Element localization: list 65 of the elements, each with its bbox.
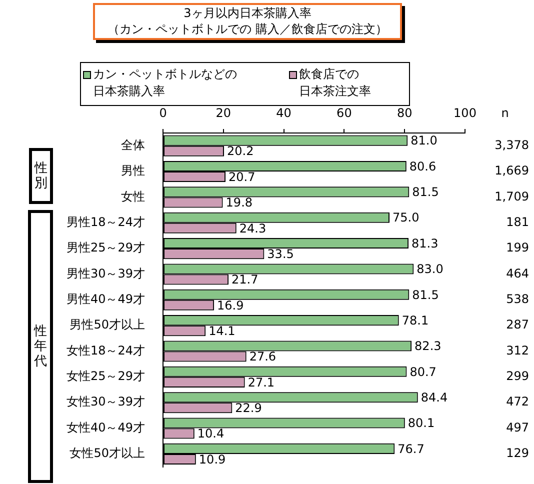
chart-title: 3ヶ月以内日本茶購入率 <box>182 5 312 21</box>
text: 1,669 <box>494 164 529 178</box>
x-tick-label: 20 <box>216 106 232 120</box>
x-tick-label: 100 <box>454 106 476 120</box>
text: 性別 <box>34 161 48 191</box>
text: 472 <box>506 394 529 409</box>
data-label: 14.1 <box>208 324 236 338</box>
text: 性年代 <box>34 324 47 369</box>
text: 3,378 <box>494 138 529 152</box>
data-label: 81.0 <box>410 134 438 148</box>
text: 464 <box>506 266 529 280</box>
y-tick-label: 男性18～24才 <box>66 214 145 229</box>
chart-subtitle: （カン・ペットボトルでの 購入／飲食店での注文） <box>106 21 388 37</box>
data-label: 27.6 <box>249 350 276 364</box>
data-label: 81.5 <box>412 185 439 200</box>
data-label: 20.7 <box>228 170 256 184</box>
text: 497 <box>506 420 529 434</box>
text: n <box>501 106 509 120</box>
y-tick-label: 男性50才以上 <box>70 318 145 332</box>
data-label: 84.4 <box>420 390 448 404</box>
data-label: 80.1 <box>408 416 435 430</box>
data-label: 24.3 <box>239 221 266 236</box>
data-label: 80.6 <box>409 159 436 174</box>
y-tick-label: 男性40～49才 <box>66 292 145 306</box>
y-tick-label: 男性30～39才 <box>66 266 145 280</box>
x-tick-label: 0 <box>159 106 167 120</box>
y-tick-label: 女性50才以上 <box>70 446 145 460</box>
y-tick-label: 男性 <box>121 164 145 178</box>
data-label: 76.7 <box>398 442 424 456</box>
legend-label: 飲食店での日本茶注文率 <box>299 66 371 100</box>
y-tick-label: 男性25～29才 <box>66 240 145 255</box>
text: 199 <box>506 240 529 255</box>
data-label: 83.0 <box>416 262 444 276</box>
y-tick-label: 女性 <box>121 189 145 204</box>
text: 538 <box>506 292 529 306</box>
data-label: 20.2 <box>227 144 254 158</box>
data-label: 33.5 <box>267 246 294 261</box>
data-label: 78.1 <box>402 313 429 328</box>
x-tick-label: 80 <box>396 106 412 120</box>
text: 287 <box>506 318 529 332</box>
text: 129 <box>506 446 529 460</box>
text: 312 <box>506 343 529 358</box>
y-tick-label: 全体 <box>121 138 145 152</box>
text: 1,709 <box>494 189 529 204</box>
data-label: 22.9 <box>235 400 262 415</box>
x-tick-label: 40 <box>276 106 292 120</box>
data-label: 82.3 <box>414 339 442 354</box>
y-tick-label: 女性30～39才 <box>66 394 145 409</box>
text: 299 <box>506 369 529 384</box>
y-tick-label: 女性18～24才 <box>66 343 145 358</box>
y-tick-label: 女性25～29才 <box>66 369 145 384</box>
data-label: 81.5 <box>412 288 439 302</box>
x-tick-label: 60 <box>336 106 352 120</box>
data-label: 21.7 <box>232 272 258 287</box>
data-label: 16.9 <box>217 298 244 312</box>
data-label: 80.7 <box>410 364 436 379</box>
data-label: 81.3 <box>412 236 438 250</box>
legend-label: カン・ペットボトルなどの日本茶購入率 <box>93 66 237 100</box>
data-label: 27.1 <box>248 375 275 390</box>
data-label: 19.8 <box>226 196 253 210</box>
data-label: 10.9 <box>198 452 226 466</box>
text: 181 <box>506 214 529 229</box>
data-label: 10.4 <box>197 426 224 441</box>
data-label: 75.0 <box>392 210 420 225</box>
y-tick-label: 女性40～49才 <box>66 420 145 434</box>
